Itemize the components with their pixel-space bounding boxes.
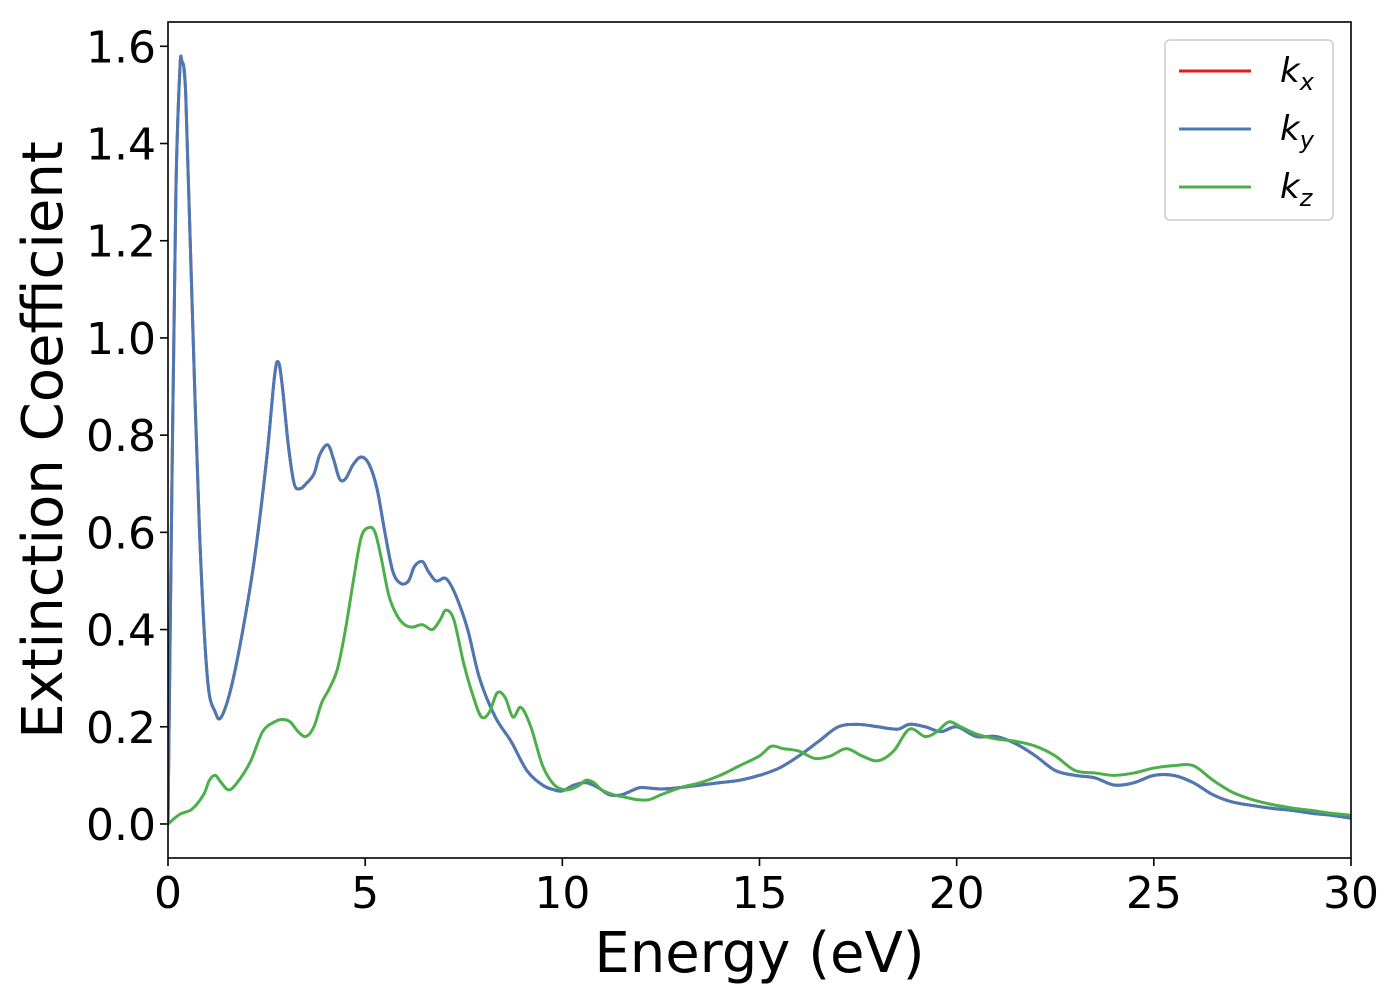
- y-tick-label: 0.8: [86, 411, 156, 462]
- y-tick-label: 1.4: [86, 120, 156, 171]
- x-tick-label: 30: [1323, 868, 1379, 919]
- x-tick-label: 5: [351, 868, 379, 919]
- y-tick-label: 1.6: [86, 22, 156, 73]
- series-lines: [168, 54, 1351, 826]
- x-tick-label: 10: [534, 868, 590, 919]
- y-tick-label: 1.2: [86, 217, 156, 268]
- y-tick-label: 0.6: [86, 508, 156, 559]
- x-tick-label: 15: [732, 868, 788, 919]
- legend-label-y: ky: [1280, 109, 1315, 154]
- x-tick-label: 25: [1126, 868, 1182, 919]
- axis-ticks: 0 5 10 15 20 25 30 0.0 0.2 0.4 0.6 0.8 1.0 1.2 1.4 1.6: [86, 22, 1379, 919]
- y-tick-label: 0.4: [86, 606, 156, 657]
- plot-frame: [167, 21, 1352, 859]
- legend-label-z: kz: [1280, 167, 1314, 212]
- legend-label-x: kx: [1280, 51, 1315, 96]
- legend: kx ky kz: [1164, 39, 1334, 221]
- y-tick-label: 0.0: [86, 800, 156, 851]
- y-tick-label: 0.2: [86, 703, 156, 754]
- x-tick-label: 20: [929, 868, 985, 919]
- series-line-y: [168, 54, 1351, 826]
- y-tick-label: 1.0: [86, 314, 156, 365]
- x-tick-label: 0: [154, 868, 182, 919]
- series-line-z: [168, 525, 1351, 826]
- x-axis-label: Energy (eV): [594, 921, 924, 986]
- y-axis-label: Extinction Coefficient: [11, 141, 76, 739]
